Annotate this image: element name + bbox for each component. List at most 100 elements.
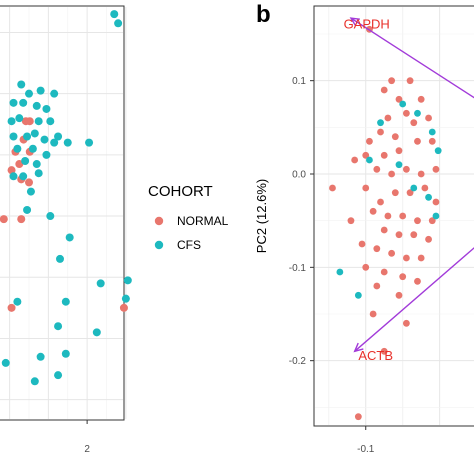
right-point-normal [373, 245, 381, 253]
left-point-cfs [54, 322, 63, 331]
left-point-cfs [63, 138, 72, 147]
right-point-normal [388, 170, 396, 178]
left-point-cfs [42, 150, 51, 159]
right-point-normal [414, 137, 421, 145]
left-point-cfs [9, 172, 18, 181]
right-point-normal [399, 212, 407, 220]
right-point-normal [362, 263, 370, 271]
left-point-cfs [46, 117, 55, 126]
right-y-tick-label: 0.1 [292, 76, 306, 87]
left-point-normal [7, 303, 16, 312]
left-point-cfs [32, 101, 41, 110]
right-point-normal [417, 170, 425, 178]
left-point-cfs [36, 86, 45, 95]
left-point-cfs [92, 328, 101, 337]
right-point-normal [395, 231, 403, 239]
left-point-cfs [96, 279, 105, 288]
left-point-cfs [15, 114, 24, 123]
right-point-normal [369, 310, 377, 318]
left-point-cfs [32, 160, 41, 169]
right-point-normal [366, 137, 373, 145]
right-point-normal [329, 184, 336, 192]
right-point-normal [432, 165, 440, 173]
right-point-cfs [377, 119, 384, 127]
right-y-ticks: 0.1 0.0 -0.1 -0.2 [289, 76, 314, 367]
right-point-normal [380, 151, 388, 159]
right-point-normal [406, 77, 414, 85]
right-point-normal [402, 109, 410, 117]
right-point-normal [395, 291, 403, 299]
left-point-cfs [46, 212, 55, 221]
left-x-ticks: 2 [84, 420, 90, 455]
right-x-tick-label: -0.1 [357, 444, 375, 455]
panel-label-b: b [256, 1, 271, 28]
loading-arrow-head [353, 342, 364, 353]
left-point-cfs [19, 172, 28, 181]
left-point-cfs [9, 132, 18, 141]
left-point-cfs [7, 117, 16, 126]
right-point-normal [373, 282, 381, 290]
right-point-normal [380, 86, 388, 94]
right-gene-labels: GAPDH ACTB [344, 17, 393, 363]
right-point-normal [395, 147, 403, 155]
right-point-cfs [434, 147, 442, 155]
left-point-normal [0, 215, 8, 224]
right-point-normal [395, 95, 403, 103]
left-point-cfs [19, 98, 28, 107]
left-point-normal [25, 178, 33, 187]
right-point-normal [380, 347, 388, 355]
left-point-cfs [110, 10, 119, 19]
right-point-normal [384, 212, 392, 220]
right-point-normal [354, 413, 362, 421]
right-y-tick-label: -0.2 [289, 356, 307, 367]
right-point-normal [414, 277, 421, 285]
left-point-cfs [28, 144, 37, 153]
left-point-cfs [61, 349, 70, 358]
right-point-normal [362, 151, 370, 159]
left-point-cfs [61, 297, 70, 306]
right-point-normal [351, 156, 359, 164]
right-point-normal [417, 254, 425, 262]
left-points [0, 10, 132, 386]
left-point-cfs [50, 138, 59, 147]
left-point-cfs [9, 98, 18, 107]
legend-key-normal [154, 216, 164, 226]
left-point-normal [119, 303, 128, 312]
right-point-cfs [366, 156, 373, 164]
right-point-cfs [399, 100, 407, 108]
left-point-cfs [26, 187, 35, 196]
left-point-cfs [23, 205, 32, 214]
right-loading-arrows [349, 17, 474, 353]
loading-arrow-line [354, 247, 474, 352]
left-point-normal [17, 215, 26, 224]
right-point-cfs [428, 128, 436, 136]
right-point-normal [428, 217, 436, 225]
loading-arrow-head [349, 17, 360, 27]
right-point-normal [380, 268, 388, 276]
right-point-cfs [414, 109, 421, 117]
right-point-normal [417, 95, 425, 103]
legend-label-normal: NORMAL [177, 214, 229, 228]
right-point-normal [425, 114, 432, 122]
right-point-normal [388, 249, 396, 257]
gene-label-gapdh: GAPDH [344, 17, 390, 32]
right-point-normal [421, 184, 429, 192]
right-point-normal [373, 165, 381, 173]
right-point-normal [362, 184, 370, 192]
right-point-normal [388, 77, 396, 85]
gene-label-actb: ACTB [358, 348, 393, 363]
left-point-cfs [34, 169, 43, 178]
right-point-cfs [432, 212, 440, 220]
left-point-cfs [40, 135, 49, 144]
left-panel-border [0, 5, 125, 421]
right-point-normal [432, 198, 440, 206]
left-scatter-panel: 2 [0, 5, 132, 455]
left-point-cfs [36, 352, 45, 361]
right-panel-border [313, 5, 474, 427]
left-point-cfs [123, 276, 132, 285]
legend: COHORT NORMAL CFS [148, 183, 229, 252]
left-point-cfs [85, 138, 94, 147]
left-point-cfs [56, 254, 64, 263]
right-point-normal [347, 217, 355, 225]
